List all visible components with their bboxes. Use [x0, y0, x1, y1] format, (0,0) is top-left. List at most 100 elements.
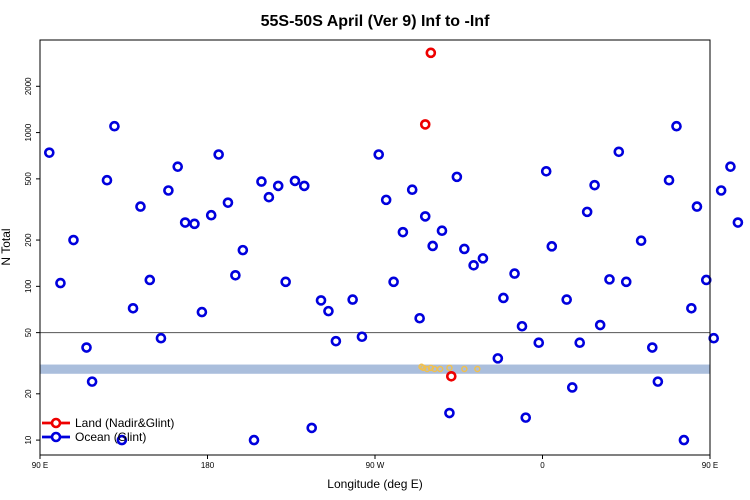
y-tick-label: 500: [24, 172, 33, 186]
ocean-point: [347, 294, 358, 305]
ocean-point: [436, 225, 448, 237]
ocean-point: [289, 175, 301, 187]
x-axis: 90 E 180 90 W 0 90 E: [32, 455, 718, 470]
ocean-point: [635, 235, 647, 247]
ocean-point: [561, 294, 572, 305]
ocean-point: [700, 274, 712, 286]
ocean-point: [127, 302, 139, 314]
ocean-point: [388, 276, 399, 288]
flagged-point: [436, 365, 444, 373]
legend-entry-label: Land (Nadir&Glint): [75, 416, 174, 430]
x-tick-label: 180: [201, 461, 215, 470]
ocean-point: [380, 194, 392, 206]
reference-band: [40, 364, 710, 374]
ocean-point: [222, 197, 234, 208]
ocean-point: [477, 253, 489, 264]
x-axis-label: Longitude (deg E): [327, 477, 422, 491]
ocean-point: [144, 274, 156, 286]
ocean-point: [444, 407, 455, 419]
ocean-point: [533, 337, 545, 348]
ocean-point: [663, 174, 675, 186]
ocean-point: [101, 174, 113, 186]
y-tick-label: 10: [24, 435, 33, 444]
ocean-point: [540, 165, 552, 177]
ocean-point: [155, 332, 167, 344]
ocean-point: [230, 269, 241, 281]
flagged-point: [474, 365, 481, 373]
ocean-point: [298, 180, 310, 192]
y-tick-label: 20: [24, 389, 33, 398]
ocean-point: [330, 335, 342, 347]
ocean-point: [492, 353, 504, 364]
ocean-point: [520, 412, 532, 423]
ocean-point: [68, 234, 79, 246]
ocean-point: [44, 147, 55, 158]
y-tick-label: 2000: [24, 77, 33, 95]
ocean-point: [179, 217, 191, 228]
ocean-point: [109, 120, 120, 132]
ocean-point: [323, 305, 334, 317]
y-tick-label: 200: [24, 233, 33, 247]
flagged-point: [427, 364, 435, 372]
ocean-point: [589, 179, 600, 191]
y-tick-label: 50: [24, 328, 33, 337]
y-tick-label: 1000: [24, 123, 33, 141]
ocean-point: [397, 226, 409, 238]
x-tick-label: 90 W: [366, 461, 385, 470]
ocean-point: [459, 243, 470, 255]
ocean-point: [272, 180, 284, 192]
ocean-point: [604, 274, 615, 285]
ocean-point: [213, 149, 224, 160]
ocean-point: [263, 191, 275, 203]
ocean-point: [189, 218, 200, 230]
x-tick-label: 90 E: [702, 461, 718, 470]
legend: Land (Nadir&Glint)Ocean (Glint): [42, 416, 174, 444]
ocean-point: [715, 185, 727, 196]
ocean-point: [373, 149, 385, 160]
ocean-point: [196, 306, 208, 318]
ocean-point: [509, 268, 520, 279]
x-tick-label: 0: [540, 461, 545, 470]
ocean-point: [86, 376, 98, 387]
ocean-point: [652, 376, 664, 387]
ocean-point: [686, 302, 697, 314]
ocean-point: [315, 295, 327, 306]
legend-marker: [50, 417, 62, 429]
ocean-point: [725, 161, 736, 172]
ocean-point: [135, 201, 146, 212]
ocean-point: [574, 337, 586, 348]
ocean-point: [498, 292, 509, 304]
land-point: [446, 370, 457, 382]
ocean-point: [237, 244, 249, 256]
ocean-point: [81, 342, 92, 353]
ocean-point: [172, 161, 184, 172]
ocean-point: [516, 320, 528, 332]
ocean-point: [427, 240, 438, 252]
ocean-point: [256, 176, 267, 187]
ocean-point: [708, 332, 720, 344]
flagged-point: [446, 364, 453, 372]
ocean-point: [280, 276, 291, 288]
ocean-point: [406, 184, 418, 196]
y-tick-label: 100: [24, 279, 33, 293]
y-axis: 10 20 50 100 200 500 1000 2000: [24, 77, 40, 445]
land-point: [425, 47, 437, 59]
ocean-point: [205, 209, 217, 221]
ocean-point: [613, 146, 625, 158]
flagged-point: [461, 365, 468, 373]
ocean-point: [356, 331, 368, 343]
legend-marker: [50, 431, 62, 443]
ocean-point: [594, 319, 606, 331]
ocean-point: [55, 277, 66, 289]
ocean-point: [546, 241, 558, 252]
chart-title: 55S-50S April (Ver 9) Inf to -Inf: [261, 13, 490, 30]
ocean-point: [732, 217, 744, 228]
data-points-layer: [44, 47, 744, 446]
ocean-point: [451, 171, 463, 183]
ocean-point: [691, 201, 703, 212]
ocean-point: [620, 276, 632, 288]
ocean-point: [163, 185, 174, 196]
ocean-point: [414, 312, 425, 324]
ocean-point: [647, 342, 658, 353]
